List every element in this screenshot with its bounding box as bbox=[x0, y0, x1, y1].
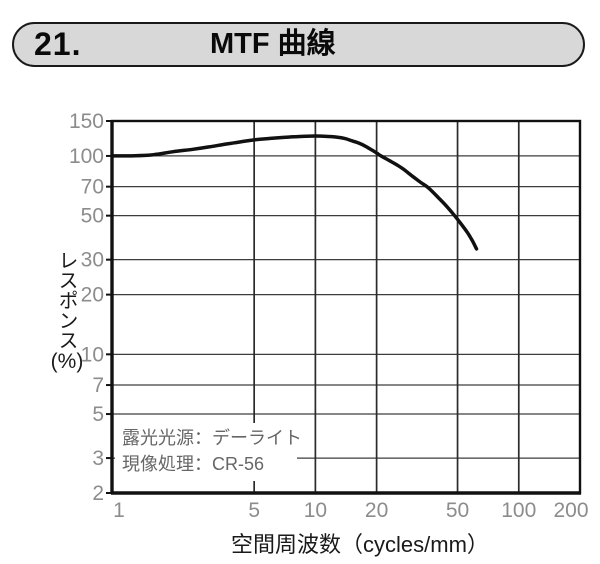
x-tick-label: 50 bbox=[446, 499, 469, 522]
mtf-curve bbox=[110, 134, 479, 251]
x-tick-label: 100 bbox=[501, 499, 536, 522]
annotation-line-exposure: 露光光源：デーライト bbox=[122, 428, 302, 448]
page-title: MTF 曲線 bbox=[210, 28, 336, 60]
section-header-banner: 21. MTF 曲線 bbox=[12, 22, 585, 67]
y-tick-label: 150 bbox=[69, 110, 104, 133]
x-tick-label: 200 bbox=[553, 499, 588, 522]
y-tick-label: 7 bbox=[92, 374, 104, 397]
y-tick-label: 100 bbox=[69, 145, 104, 168]
y-tick-label: 50 bbox=[81, 205, 104, 228]
annotation-line-process: 現像処理：CR-56 bbox=[122, 454, 265, 474]
y-tick-label: 30 bbox=[81, 249, 104, 272]
y-tick-label: 5 bbox=[92, 403, 104, 426]
y-tick-label: 70 bbox=[81, 176, 104, 199]
x-tick-label: 5 bbox=[248, 499, 260, 522]
x-tick-label: 10 bbox=[304, 499, 327, 522]
section-number: 21. bbox=[34, 26, 82, 62]
y-axis-unit-label: (%) bbox=[50, 350, 84, 373]
chart-annotation: 露光光源：デーライト 現像処理：CR-56 bbox=[115, 423, 302, 481]
y-tick-label: 10 bbox=[81, 343, 104, 366]
y-tick-label: 3 bbox=[92, 447, 104, 470]
x-tick-label: 20 bbox=[365, 499, 388, 522]
x-axis-label: 空間周波数（cycles/mm） bbox=[231, 532, 489, 557]
y-tick-label: 2 bbox=[92, 482, 104, 505]
y-tick-label: 20 bbox=[81, 284, 104, 307]
x-tick-label: 1 bbox=[113, 499, 125, 522]
y-axis-label: レスポンス bbox=[55, 250, 77, 350]
